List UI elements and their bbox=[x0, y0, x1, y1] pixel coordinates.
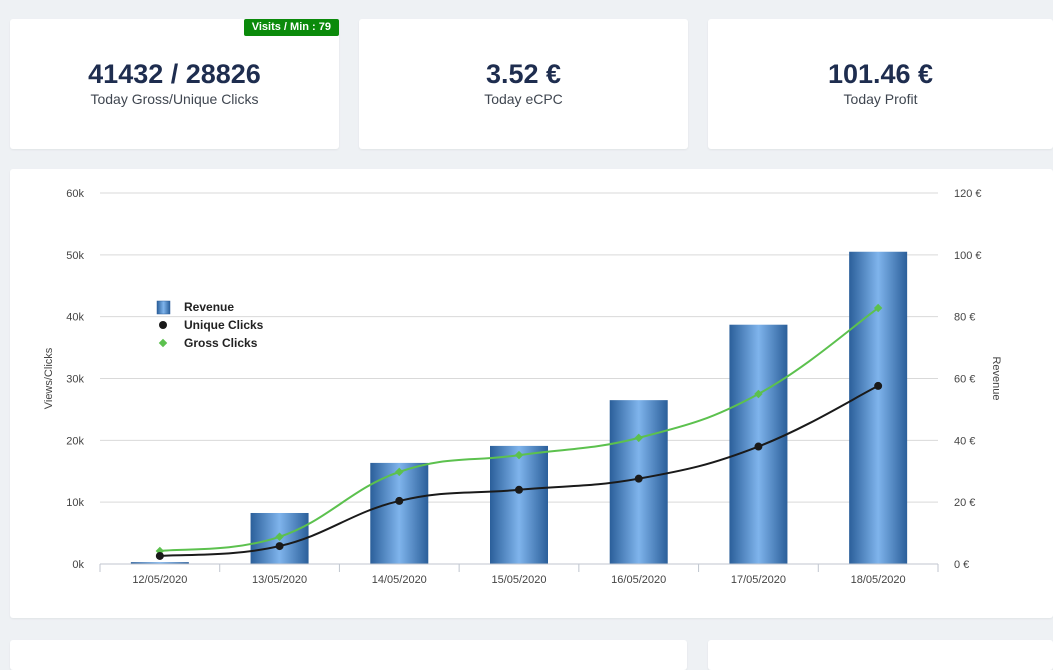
unique-clicks-point bbox=[754, 442, 763, 451]
x-tick-label: 16/05/2020 bbox=[611, 574, 666, 586]
y-tick-label: 30k bbox=[66, 374, 84, 386]
y2-tick-label: 120 € bbox=[954, 188, 982, 200]
y2-tick-label: 20 € bbox=[954, 497, 975, 509]
stat-card-profit: 101.46 € Today Profit bbox=[708, 19, 1053, 149]
y-tick-label: 60k bbox=[66, 188, 84, 200]
unique-clicks-point bbox=[874, 381, 883, 390]
y2-axis-title: Revenue bbox=[990, 356, 1002, 400]
gross-clicks-point bbox=[395, 467, 404, 477]
y-tick-label: 20k bbox=[66, 435, 84, 447]
stat-value-profit: 101.46 € bbox=[827, 59, 934, 89]
legend-revenue-swatch bbox=[156, 300, 171, 315]
bottom-card-left bbox=[10, 640, 687, 670]
stat-value-clicks: 41432 / 28826 bbox=[88, 59, 261, 89]
unique-clicks-point bbox=[155, 551, 164, 560]
legend-unique-swatch bbox=[159, 321, 167, 329]
clicks-revenue-chart: 0k 0 € 10k 20 € 20k 40 € 30k 60 € 40k 80 € 50k 100 … bbox=[43, 188, 1002, 586]
x-tick-label: 13/05/2020 bbox=[252, 574, 307, 586]
legend-revenue-label: Revenue bbox=[184, 300, 234, 314]
stat-card-ecpc: 3.52 € Today eCPC bbox=[359, 19, 688, 149]
gross-clicks-point bbox=[514, 450, 524, 460]
y2-tick-label: 0 € bbox=[954, 559, 969, 571]
revenue-bar bbox=[849, 251, 908, 564]
y2-tick-label: 100 € bbox=[954, 250, 982, 262]
y2-tick-label: 60 € bbox=[954, 374, 975, 386]
chart-card: 0k 0 € 10k 20 € 20k 40 € 30k 60 € 40k 80 € 50k 100 … bbox=[10, 169, 1053, 618]
x-tick-label: 14/05/2020 bbox=[372, 574, 427, 586]
y2-tick-label: 80 € bbox=[954, 312, 975, 324]
stat-label-clicks: Today Gross/Unique Clicks bbox=[90, 91, 259, 107]
stat-card-clicks: Visits / Min : 79 41432 / 28826 Today Gr… bbox=[10, 19, 339, 149]
visits-per-min-badge: Visits / Min : 79 bbox=[243, 19, 339, 36]
legend-gross-label: Gross Clicks bbox=[184, 336, 258, 350]
gross-clicks-point bbox=[634, 433, 643, 443]
revenue-bar bbox=[490, 445, 548, 564]
x-tick-label: 18/05/2020 bbox=[851, 574, 906, 586]
unique-clicks-point bbox=[395, 496, 404, 505]
y-tick-label: 50k bbox=[66, 250, 84, 262]
revenue-bar bbox=[370, 462, 429, 564]
stat-label-ecpc: Today eCPC bbox=[484, 91, 563, 107]
gross-clicks-point bbox=[275, 532, 284, 542]
x-tick-label: 15/05/2020 bbox=[491, 574, 546, 586]
x-tick-label: 17/05/2020 bbox=[731, 574, 786, 586]
legend-unique-label: Unique Clicks bbox=[184, 318, 264, 332]
y-tick-label: 10k bbox=[66, 497, 84, 509]
y-axis-title: Views/Clicks bbox=[43, 347, 55, 409]
unique-clicks-point bbox=[634, 474, 643, 483]
y-tick-label: 40k bbox=[66, 312, 84, 324]
x-tick-label: 12/05/2020 bbox=[132, 574, 187, 586]
stat-value-ecpc: 3.52 € bbox=[485, 59, 562, 89]
unique-clicks-point bbox=[275, 542, 284, 551]
y2-tick-label: 40 € bbox=[954, 435, 975, 447]
legend-gross-swatch bbox=[158, 338, 168, 348]
unique-clicks-point bbox=[515, 485, 523, 494]
stat-label-profit: Today Profit bbox=[843, 91, 918, 107]
y-tick-label: 0k bbox=[72, 559, 84, 571]
bottom-card-right bbox=[708, 640, 1053, 670]
revenue-bar bbox=[130, 562, 189, 564]
